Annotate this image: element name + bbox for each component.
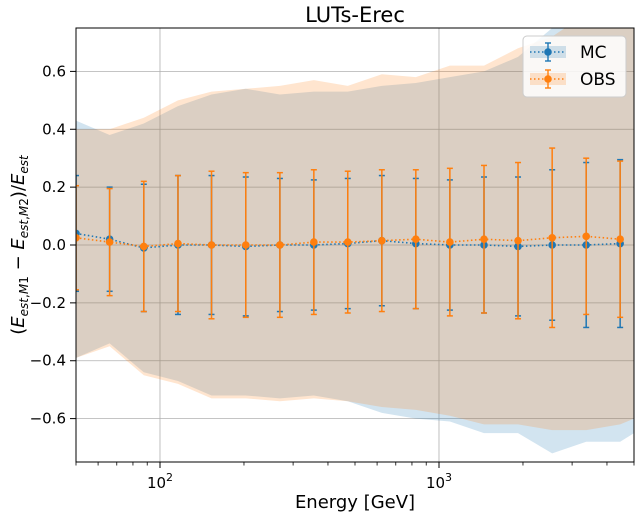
legend-swatch-marker (544, 48, 552, 56)
y-tick-label: 0.4 (42, 120, 66, 138)
chart-title: LUTs-Erec (305, 3, 405, 27)
data-point-obs (446, 238, 454, 246)
y-axis-label: (Eest,M1 − Eest,M2)/Eest (8, 154, 31, 335)
legend: MC OBS (522, 35, 627, 98)
data-point-obs (480, 235, 488, 244)
band-obs (76, 28, 634, 431)
legend-label-mc: MC (580, 43, 607, 63)
x-tick-label: 103 (426, 471, 452, 492)
legend-item-mc: MC (530, 42, 607, 63)
data-point-obs (174, 239, 182, 248)
legend-swatch-marker (544, 75, 552, 83)
data-point-obs (616, 235, 624, 244)
legend-label-obs: OBS (580, 70, 616, 90)
y-axis-ticks: 0.6 0.4 0.2 0.0 −0.2 −0.4 −0.6 (30, 62, 76, 428)
data-point-obs (343, 238, 352, 246)
data-point-obs (140, 242, 148, 251)
y-tick-label: 0.6 (42, 62, 66, 80)
y-tick-label: −0.2 (30, 294, 66, 312)
data-point-obs (582, 232, 590, 241)
legend-item-obs: OBS (530, 69, 616, 90)
data-point-obs (412, 235, 420, 244)
x-axis-label: Energy [GeV] (295, 492, 415, 513)
data-point-obs (378, 236, 386, 245)
error-bar-mc (76, 174, 79, 293)
data-point-obs (276, 241, 284, 249)
data-point-obs (310, 238, 318, 246)
data-point-obs (548, 233, 556, 242)
data-point-obs (514, 236, 522, 245)
y-tick-label: 0.2 (42, 178, 66, 196)
x-axis-ticks: 102 103 (75, 462, 635, 492)
error-bar-obs (76, 184, 79, 291)
series-layer (76, 147, 624, 329)
uncertainty-bands (76, 28, 634, 454)
data-point-obs (207, 241, 216, 249)
y-tick-label: 0.0 (42, 236, 66, 254)
data-point-obs (241, 241, 250, 249)
x-tick-label: 102 (147, 471, 173, 492)
data-point-obs (76, 233, 80, 242)
y-tick-label: −0.4 (30, 352, 66, 370)
data-point-obs (105, 238, 114, 246)
y-tick-label: −0.6 (30, 410, 66, 428)
band-mc (76, 28, 634, 454)
grid-lines (76, 28, 634, 462)
series-line-mc (76, 232, 621, 249)
